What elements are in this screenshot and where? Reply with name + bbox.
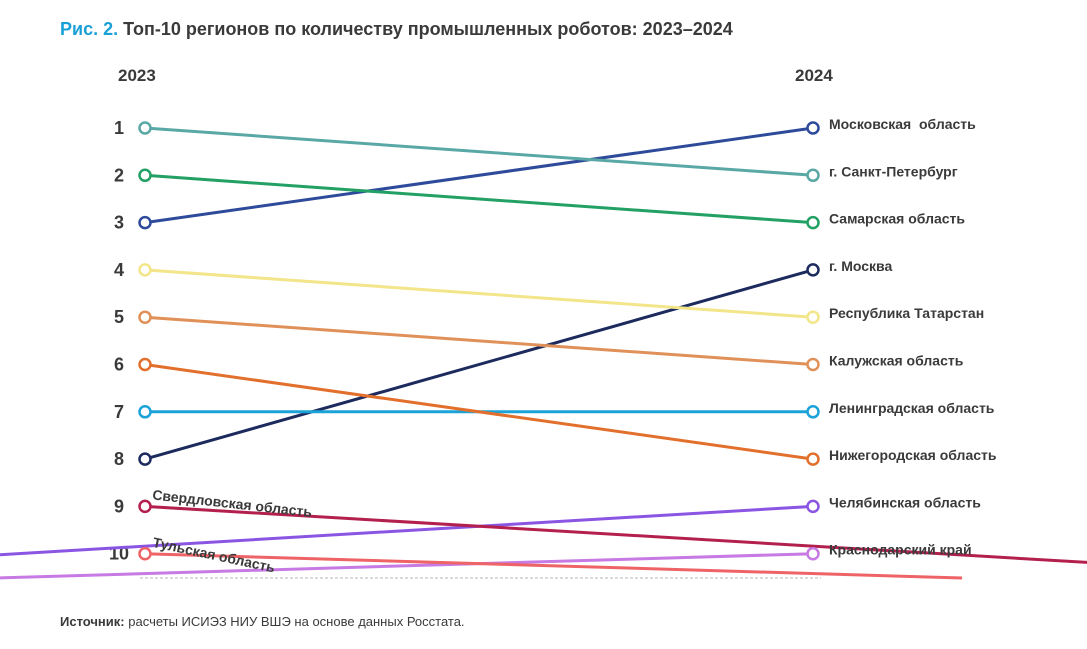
point-2023 (138, 263, 152, 277)
series-line (144, 504, 1087, 564)
series-line (144, 173, 814, 225)
rank-label: 5 (114, 307, 124, 327)
point-2023 (138, 499, 152, 514)
point-2024 (806, 310, 820, 324)
region-label: Московская область (829, 116, 976, 132)
point-2024 (806, 499, 820, 514)
title-text: Топ-10 регионов по количеству промышленн… (123, 19, 733, 39)
region-label: Челябинская область (829, 494, 981, 510)
rank-label: 4 (114, 260, 124, 280)
rank-label: 6 (114, 355, 124, 375)
region-label: Калужская область (829, 353, 964, 369)
series-line (144, 126, 814, 177)
source-text: расчеты ИСИЭЗ НИУ ВШЭ на основе данных Р… (128, 614, 465, 629)
rank-label: 2 (114, 165, 124, 185)
point-2024 (806, 168, 820, 183)
region-label: Свердловская область (152, 486, 314, 520)
point-2023 (138, 168, 152, 183)
region-label: Нижегородская область (829, 447, 997, 463)
year-label-2023: 2023 (118, 66, 156, 85)
series-line (0, 552, 814, 580)
point-2024 (806, 452, 820, 466)
point-2024 (806, 215, 820, 230)
series-line (144, 552, 963, 580)
rank-label: 1 (114, 118, 124, 138)
point-2024 (806, 357, 820, 372)
rank-label: 9 (114, 496, 124, 516)
region-label: Самарская область (829, 211, 965, 227)
point-2023 (138, 215, 152, 230)
series-line (144, 126, 814, 225)
point-2023 (138, 452, 152, 466)
source-note: Источник: расчеты ИСИЭЗ НИУ ВШЭ на основ… (60, 614, 465, 629)
point-2024 (806, 405, 820, 419)
point-2023 (138, 357, 152, 372)
region-label: г. Санкт-Петербург (829, 163, 958, 179)
point-2023 (138, 546, 152, 561)
figure-label: Рис. 2. (60, 19, 119, 39)
point-2023 (138, 405, 152, 419)
series-line (144, 268, 814, 319)
region-label: Ленинградская область (829, 400, 995, 416)
series-line (144, 268, 814, 461)
region-label: Республика Татарстан (829, 305, 984, 321)
rank-label: 3 (114, 213, 124, 233)
point-2024 (806, 546, 820, 561)
rank-label: 8 (114, 449, 124, 469)
year-label-2024: 2024 (795, 66, 833, 85)
point-2024 (806, 263, 820, 277)
source-label: Источник: (60, 614, 125, 629)
point-2023 (138, 310, 152, 324)
region-label: Краснодарский край (829, 542, 972, 558)
point-2024 (806, 121, 820, 135)
chart-title: Рис. 2. Топ-10 регионов по количеству пр… (60, 19, 733, 40)
rank-label: 7 (114, 402, 124, 422)
region-label: г. Москва (829, 258, 892, 274)
series-line (144, 363, 814, 461)
series-line (0, 504, 814, 557)
point-2023 (138, 121, 152, 135)
series-line (144, 315, 814, 366)
